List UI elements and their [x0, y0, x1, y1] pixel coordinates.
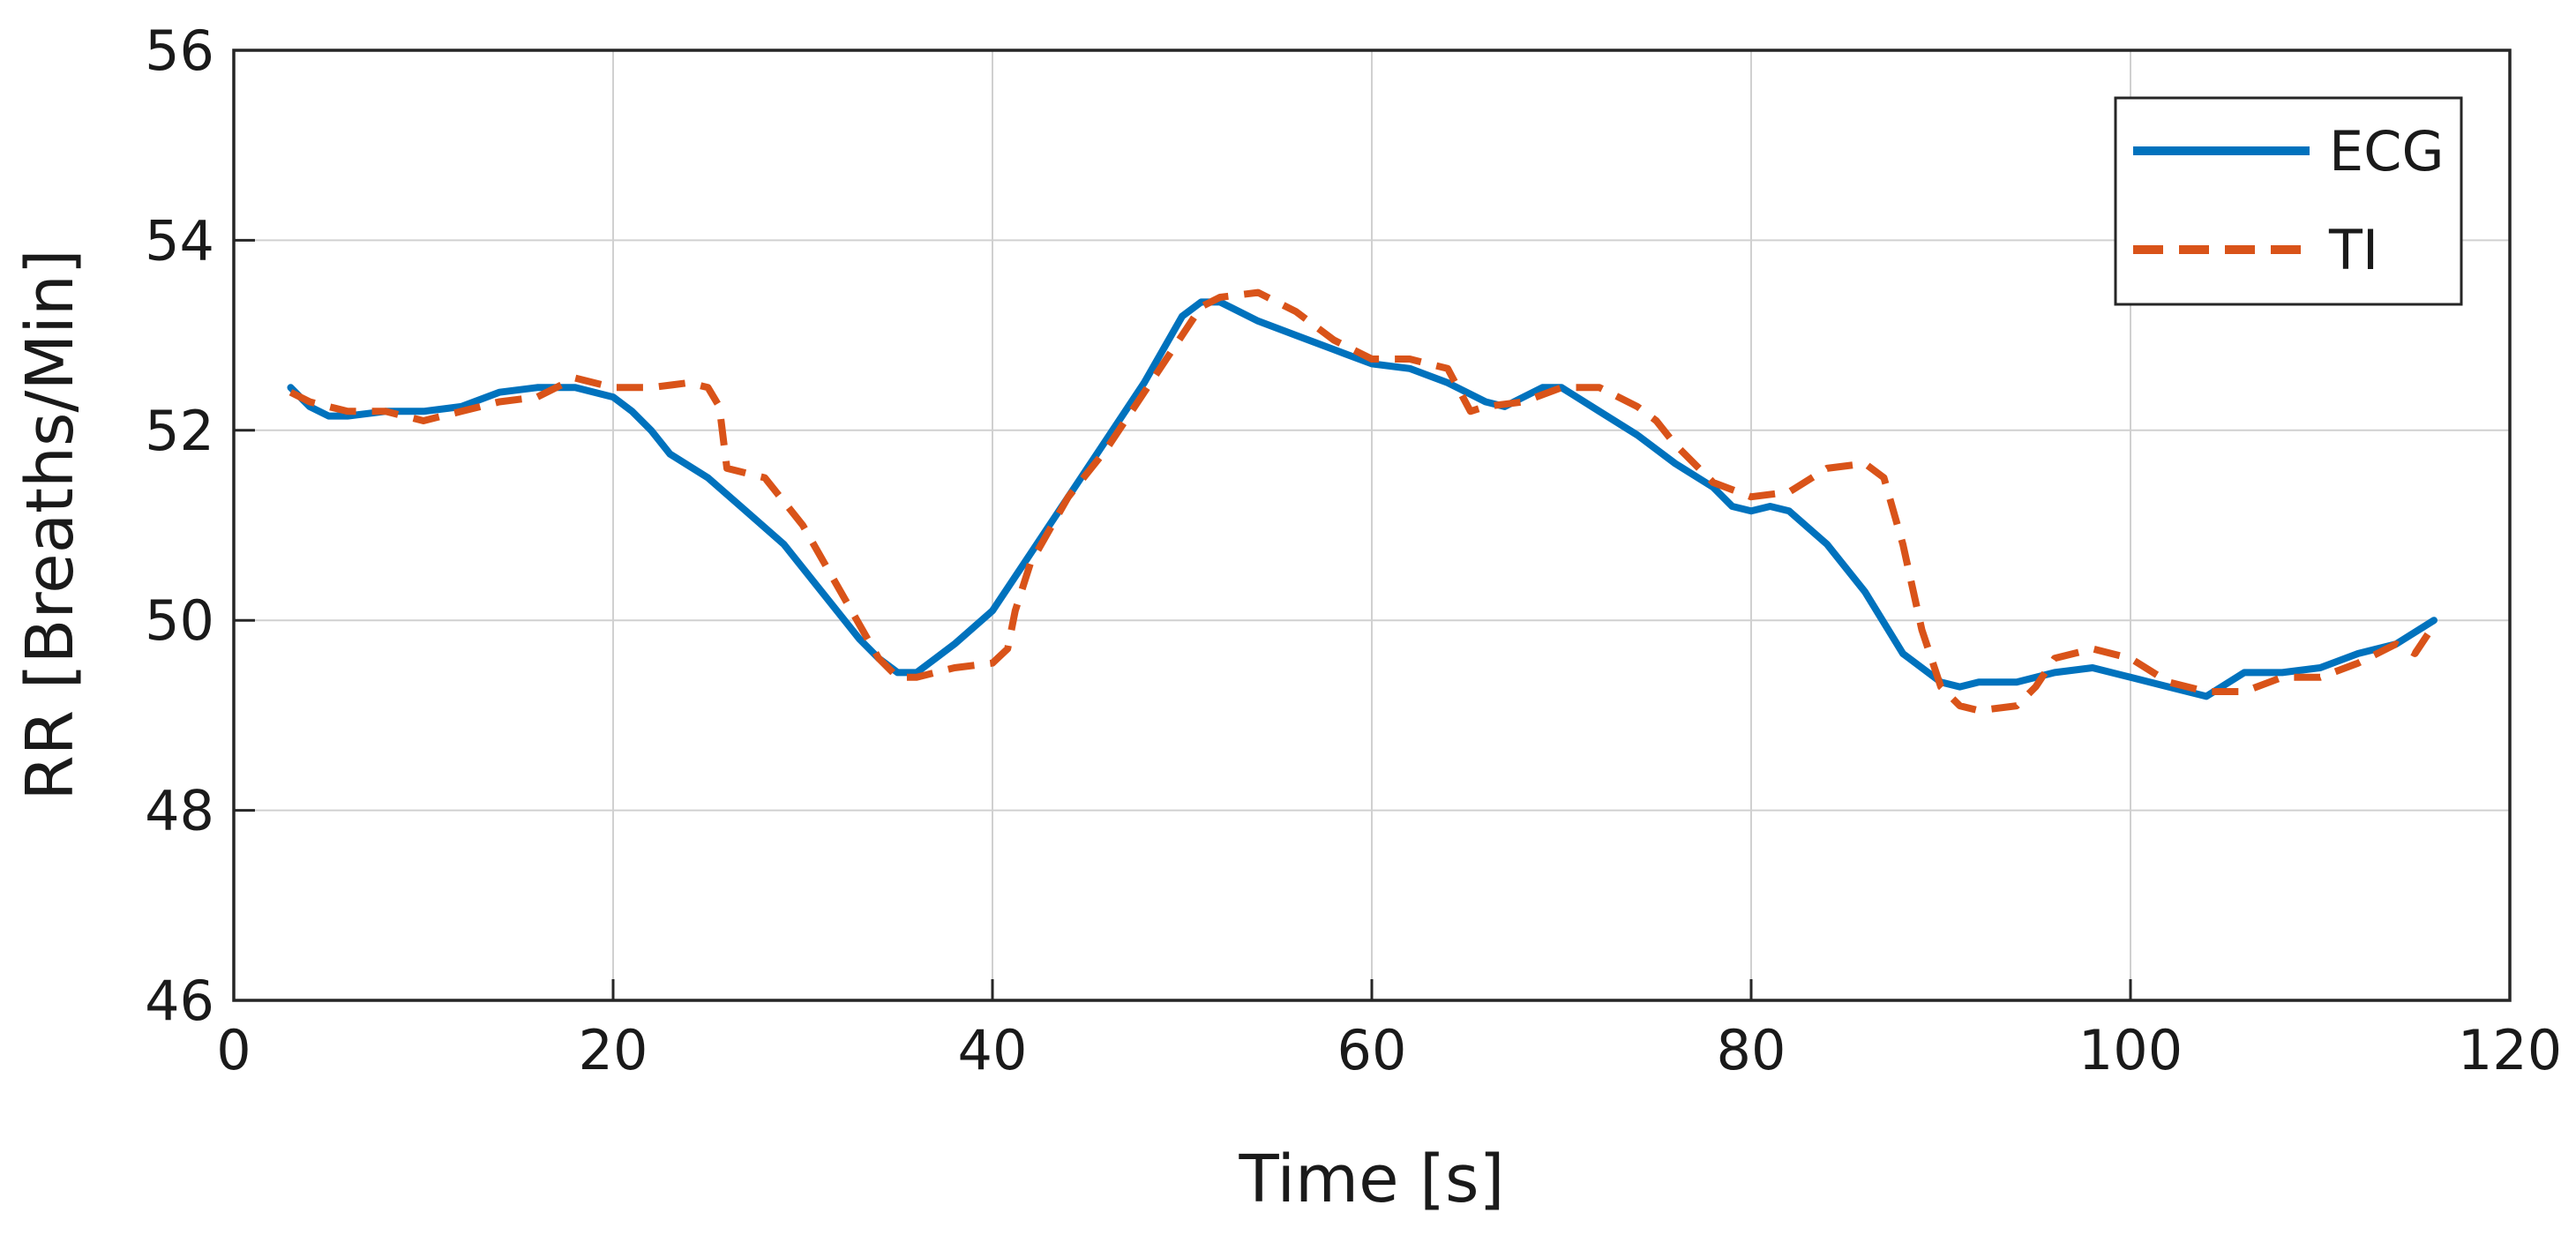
x-tick-label: 80	[1717, 1018, 1786, 1082]
legend-box	[2114, 96, 2463, 306]
series-line-ti	[288, 288, 2437, 715]
x-axis-label: Time [s]	[1239, 1141, 1505, 1217]
x-tick-label: 60	[1337, 1018, 1407, 1082]
y-axis-label: RR [Breaths/Min]	[12, 249, 88, 800]
y-tick-label: 52	[145, 399, 214, 463]
legend-label-ecg: ECG	[2329, 119, 2445, 183]
x-tick-label: 100	[2078, 1018, 2183, 1082]
y-tick-label: 56	[145, 19, 214, 83]
legend-label-ti: TI	[2328, 218, 2378, 282]
series-lines	[287, 288, 2437, 715]
x-tick-label: 20	[579, 1018, 648, 1082]
y-tick-label: 54	[145, 208, 214, 273]
y-tick-label: 50	[145, 588, 214, 653]
y-tick-label: 48	[145, 779, 214, 843]
x-tick-label: 0	[216, 1018, 251, 1082]
x-tick-label: 120	[2458, 1018, 2562, 1082]
axis-ticks: 0 20 40 60 80 100 120 46 48 50 52 54 56	[145, 19, 2562, 1082]
x-tick-label: 40	[958, 1018, 1028, 1082]
y-tick-label: 46	[145, 969, 214, 1033]
series-line-ecg	[287, 298, 2437, 700]
legend: ECG TI	[2114, 96, 2463, 306]
